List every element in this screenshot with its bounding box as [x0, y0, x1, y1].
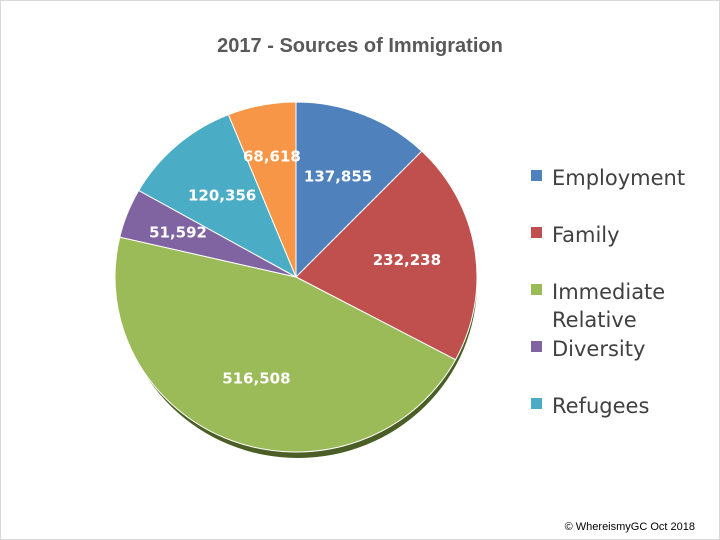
- legend-label: Refugees: [552, 394, 650, 418]
- data-label: 120,356: [188, 186, 256, 204]
- chart-title: 2017 - Sources of Immigration: [217, 35, 503, 57]
- data-label: 68,618: [243, 148, 301, 166]
- legend: Employment Family Immediate Relative Divers…: [531, 164, 685, 449]
- legend-label: Employment: [552, 166, 686, 190]
- data-label: 516,508: [222, 370, 290, 388]
- copyright-footer: © WhereismyGC Oct 2018: [564, 521, 695, 533]
- data-label: 137,855: [304, 167, 372, 185]
- pie-slice-immediate-relative: [114, 236, 457, 453]
- legend-swatch: [531, 398, 542, 409]
- data-label: 51,592: [149, 223, 207, 241]
- legend-swatch: [531, 227, 542, 238]
- legend-item: Refugees: [531, 392, 685, 449]
- legend-label: Diversity: [552, 337, 646, 361]
- legend-swatch: [531, 170, 542, 181]
- pie-slice-family: [295, 150, 478, 361]
- legend-swatch: [531, 284, 542, 295]
- pie-slice-employment: [295, 101, 423, 279]
- pie-slice-unlabeled: [227, 101, 297, 278]
- legend-item: Immediate Relative: [531, 278, 685, 335]
- legend-label: Immediate Relative: [552, 280, 666, 332]
- legend-label: Family: [552, 223, 620, 247]
- legend-item: Family: [531, 221, 685, 278]
- legend-item: Employment: [531, 164, 685, 221]
- data-label: 232,238: [373, 251, 441, 269]
- legend-swatch: [531, 341, 542, 352]
- legend-item: Diversity: [531, 335, 685, 392]
- pie-slice-refugees: [137, 114, 298, 279]
